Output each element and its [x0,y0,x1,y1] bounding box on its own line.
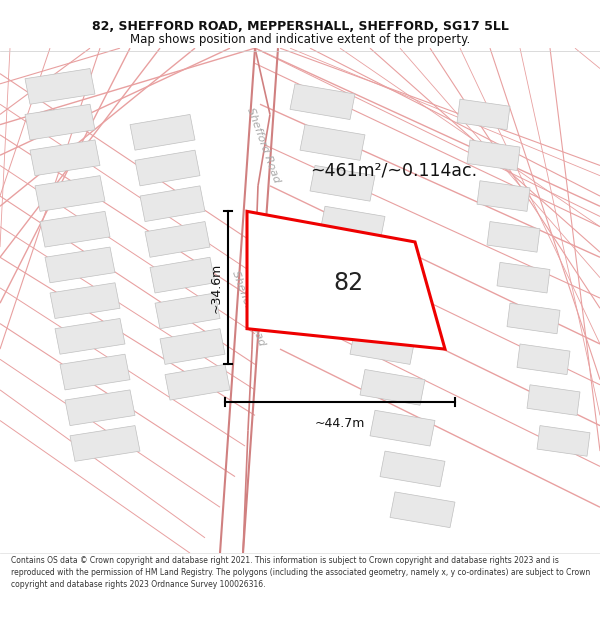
Polygon shape [467,140,520,171]
Text: ~44.7m: ~44.7m [315,418,365,431]
Polygon shape [330,247,395,282]
Text: Map shows position and indicative extent of the property.: Map shows position and indicative extent… [130,34,470,46]
Polygon shape [130,114,195,150]
Polygon shape [165,364,230,400]
Text: 82: 82 [334,271,364,295]
Polygon shape [247,211,445,349]
Polygon shape [25,69,95,104]
Polygon shape [517,344,570,374]
Polygon shape [155,293,220,329]
Polygon shape [390,492,455,528]
Polygon shape [50,282,120,319]
Polygon shape [497,262,550,293]
Polygon shape [290,84,355,119]
Polygon shape [537,426,590,456]
Polygon shape [507,303,560,334]
Polygon shape [527,385,580,416]
Polygon shape [360,369,425,405]
Text: ~34.6m: ~34.6m [210,262,223,313]
Polygon shape [30,140,100,176]
Polygon shape [150,258,215,293]
Text: Contains OS data © Crown copyright and database right 2021. This information is : Contains OS data © Crown copyright and d… [11,556,590,589]
Polygon shape [380,451,445,487]
Polygon shape [135,150,200,186]
Polygon shape [145,221,210,258]
Text: ~461m²/~0.114ac.: ~461m²/~0.114ac. [310,161,477,179]
Polygon shape [340,288,405,324]
Text: 82, SHEFFORD ROAD, MEPPERSHALL, SHEFFORD, SG17 5LL: 82, SHEFFORD ROAD, MEPPERSHALL, SHEFFORD… [92,21,508,33]
Polygon shape [65,390,135,426]
Polygon shape [55,319,125,354]
Polygon shape [487,221,540,252]
Polygon shape [320,206,385,242]
Polygon shape [70,426,140,461]
Polygon shape [310,166,375,201]
Polygon shape [350,329,415,364]
Polygon shape [25,104,95,140]
Polygon shape [160,329,225,364]
Polygon shape [477,181,530,211]
Polygon shape [370,410,435,446]
Polygon shape [35,176,105,211]
Polygon shape [45,247,115,282]
Polygon shape [457,99,510,130]
Text: Shefford Road: Shefford Road [230,269,266,348]
Polygon shape [140,186,205,221]
Polygon shape [300,124,365,161]
Polygon shape [40,211,110,247]
Text: Shefford Road: Shefford Road [245,106,281,184]
Polygon shape [60,354,130,390]
